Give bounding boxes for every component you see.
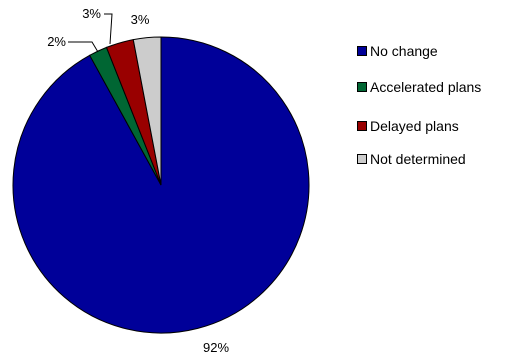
- data-label: 2%: [47, 34, 66, 49]
- data-label: 92%: [203, 340, 229, 355]
- legend-swatch: [357, 154, 367, 164]
- legend-item: No change: [357, 43, 438, 59]
- legend-swatch: [357, 121, 367, 131]
- legend-item: Accelerated plans: [357, 79, 481, 95]
- legend-swatch: [357, 82, 367, 92]
- pie-slice-not-determined: [132, 36, 162, 186]
- legend-item: Delayed plans: [357, 118, 459, 134]
- legend-label: Delayed plans: [370, 118, 459, 134]
- legend-label: Accelerated plans: [370, 79, 482, 95]
- legend-label: Not determined: [370, 151, 466, 167]
- legend-label: No change: [370, 43, 438, 59]
- data-label: 3%: [131, 12, 150, 27]
- leader-line: [68, 41, 99, 53]
- leader-line: [104, 13, 113, 45]
- data-label: 3%: [82, 6, 101, 21]
- legend-item: Not determined: [357, 151, 466, 167]
- legend-swatch: [357, 46, 367, 56]
